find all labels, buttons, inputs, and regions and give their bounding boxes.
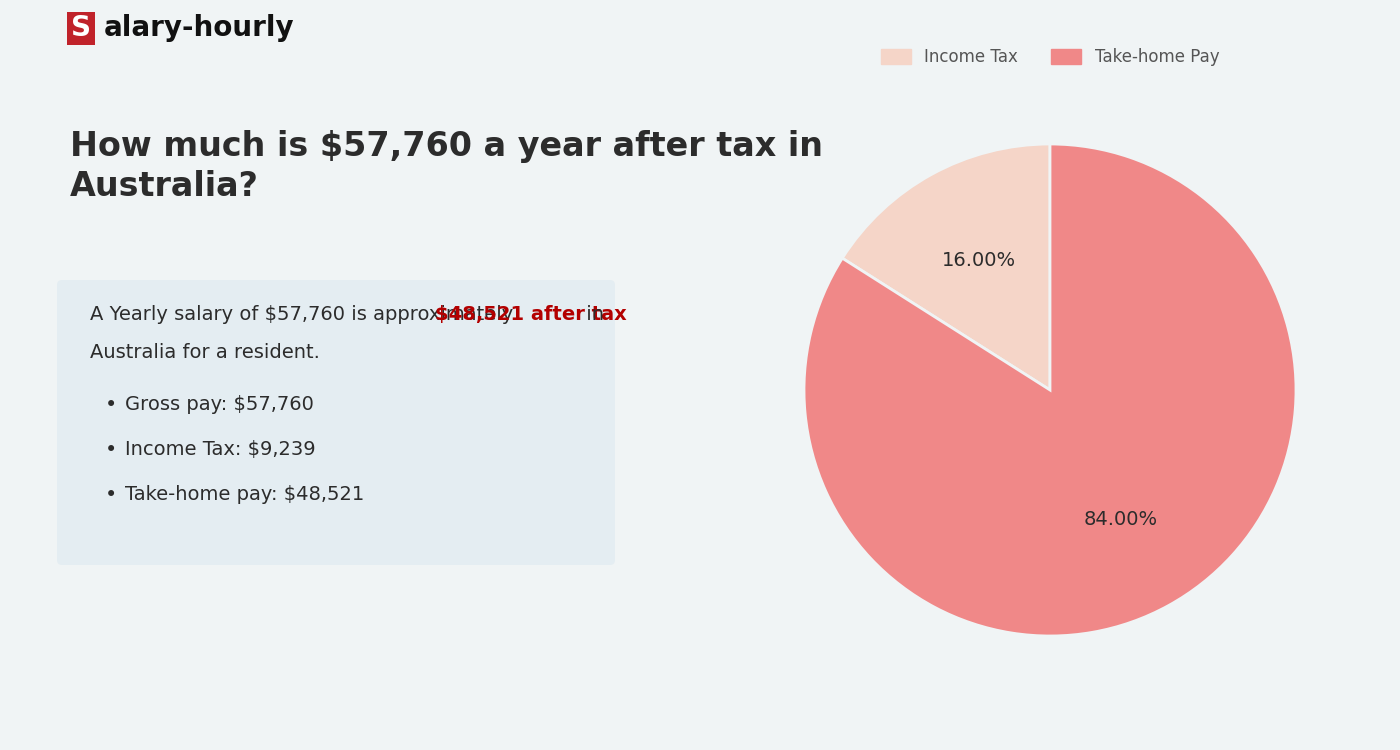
Text: Australia for a resident.: Australia for a resident. <box>90 343 319 362</box>
Text: 84.00%: 84.00% <box>1084 510 1158 529</box>
Text: A Yearly salary of $57,760 is approximately: A Yearly salary of $57,760 is approximat… <box>90 305 519 324</box>
Text: in: in <box>580 305 603 324</box>
Wedge shape <box>804 144 1296 636</box>
FancyBboxPatch shape <box>57 280 615 565</box>
Text: •: • <box>105 395 118 415</box>
Text: Gross pay: $57,760: Gross pay: $57,760 <box>125 395 314 414</box>
Text: How much is $57,760 a year after tax in: How much is $57,760 a year after tax in <box>70 130 823 163</box>
Text: $48,521 after tax: $48,521 after tax <box>435 305 627 324</box>
Text: Take-home pay: $48,521: Take-home pay: $48,521 <box>125 485 364 504</box>
Legend: Income Tax, Take-home Pay: Income Tax, Take-home Pay <box>874 42 1226 73</box>
Text: alary-hourly: alary-hourly <box>104 14 294 42</box>
Wedge shape <box>843 144 1050 390</box>
Text: •: • <box>105 440 118 460</box>
FancyBboxPatch shape <box>67 12 95 45</box>
Text: Income Tax: $9,239: Income Tax: $9,239 <box>125 440 315 459</box>
Text: S: S <box>71 14 91 42</box>
Text: •: • <box>105 485 118 505</box>
Text: Australia?: Australia? <box>70 170 259 203</box>
Text: 16.00%: 16.00% <box>942 251 1016 270</box>
